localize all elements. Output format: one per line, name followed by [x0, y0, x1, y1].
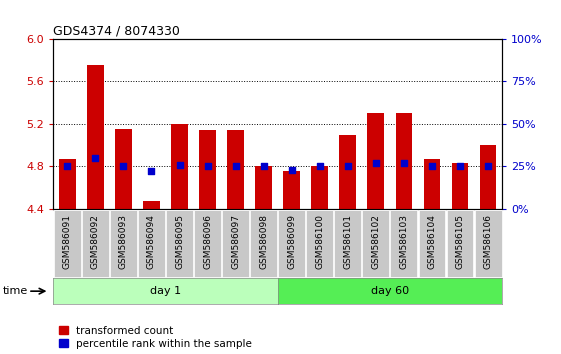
- FancyBboxPatch shape: [362, 210, 389, 277]
- FancyBboxPatch shape: [419, 210, 445, 277]
- Text: GDS4374 / 8074330: GDS4374 / 8074330: [53, 25, 180, 38]
- FancyBboxPatch shape: [110, 210, 137, 277]
- Text: GSM586092: GSM586092: [91, 215, 100, 269]
- Point: [427, 164, 436, 169]
- Bar: [396, 113, 412, 209]
- Point: [371, 160, 380, 166]
- Bar: [143, 201, 160, 209]
- Text: GSM586104: GSM586104: [427, 215, 436, 269]
- FancyBboxPatch shape: [54, 210, 81, 277]
- Text: GSM586097: GSM586097: [231, 215, 240, 269]
- Point: [147, 168, 156, 173]
- FancyBboxPatch shape: [334, 210, 361, 277]
- Point: [343, 164, 352, 169]
- FancyBboxPatch shape: [166, 210, 193, 277]
- FancyBboxPatch shape: [82, 210, 109, 277]
- Bar: [59, 159, 76, 209]
- Text: GSM586100: GSM586100: [315, 215, 324, 269]
- FancyBboxPatch shape: [390, 210, 417, 277]
- Text: GSM586096: GSM586096: [203, 215, 212, 269]
- Text: GSM586098: GSM586098: [259, 215, 268, 269]
- Text: GSM586091: GSM586091: [63, 215, 72, 269]
- Bar: [424, 159, 440, 209]
- Bar: [367, 113, 384, 209]
- Point: [287, 167, 296, 172]
- Text: GSM586105: GSM586105: [456, 215, 465, 269]
- Point: [231, 164, 240, 169]
- Point: [484, 164, 493, 169]
- Point: [203, 164, 212, 169]
- Point: [259, 164, 268, 169]
- Text: GSM586106: GSM586106: [484, 215, 493, 269]
- Bar: [115, 129, 132, 209]
- FancyBboxPatch shape: [475, 210, 502, 277]
- Bar: [283, 171, 300, 209]
- Text: GSM586101: GSM586101: [343, 215, 352, 269]
- FancyBboxPatch shape: [250, 210, 277, 277]
- Point: [315, 164, 324, 169]
- Point: [175, 162, 184, 168]
- Text: time: time: [3, 286, 28, 296]
- Text: GSM586095: GSM586095: [175, 215, 184, 269]
- Text: day 1: day 1: [150, 286, 181, 296]
- FancyBboxPatch shape: [222, 210, 249, 277]
- Bar: [171, 124, 188, 209]
- FancyBboxPatch shape: [194, 210, 221, 277]
- Bar: [480, 145, 496, 209]
- FancyBboxPatch shape: [447, 210, 473, 277]
- Text: day 60: day 60: [371, 286, 409, 296]
- FancyBboxPatch shape: [306, 210, 333, 277]
- Bar: [87, 65, 104, 209]
- Point: [119, 164, 128, 169]
- Bar: [339, 135, 356, 209]
- Text: GSM586093: GSM586093: [119, 215, 128, 269]
- Text: GSM586103: GSM586103: [399, 215, 408, 269]
- Text: GSM586094: GSM586094: [147, 215, 156, 269]
- Legend: transformed count, percentile rank within the sample: transformed count, percentile rank withi…: [58, 326, 252, 349]
- Bar: [311, 166, 328, 209]
- FancyBboxPatch shape: [138, 210, 165, 277]
- Bar: [255, 166, 272, 209]
- Point: [399, 160, 408, 166]
- Text: GSM586102: GSM586102: [371, 215, 380, 269]
- Point: [63, 164, 72, 169]
- Bar: [452, 163, 468, 209]
- Bar: [199, 130, 216, 209]
- FancyBboxPatch shape: [278, 210, 305, 277]
- Text: GSM586099: GSM586099: [287, 215, 296, 269]
- Point: [456, 164, 465, 169]
- Point: [91, 155, 100, 161]
- Bar: [227, 130, 244, 209]
